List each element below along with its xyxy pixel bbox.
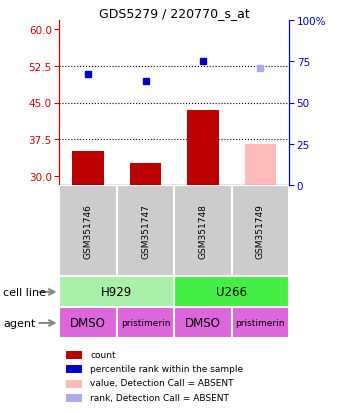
- Bar: [59, 308, 117, 339]
- Text: GSM351747: GSM351747: [141, 204, 150, 259]
- Text: U266: U266: [216, 286, 247, 299]
- Text: rank, Detection Call = ABSENT: rank, Detection Call = ABSENT: [90, 393, 229, 402]
- Text: percentile rank within the sample: percentile rank within the sample: [90, 364, 243, 373]
- Title: GDS5279 / 220770_s_at: GDS5279 / 220770_s_at: [99, 7, 250, 19]
- Text: value, Detection Call = ABSENT: value, Detection Call = ABSENT: [90, 379, 234, 387]
- Text: cell line: cell line: [3, 287, 46, 297]
- Bar: [174, 277, 289, 308]
- Bar: [72, 152, 104, 186]
- Bar: [59, 277, 174, 308]
- Bar: [117, 308, 174, 339]
- Text: GSM351749: GSM351749: [256, 204, 265, 259]
- Text: GSM351748: GSM351748: [199, 204, 207, 259]
- Bar: [174, 308, 232, 339]
- Bar: [244, 145, 276, 186]
- Text: pristimerin: pristimerin: [236, 319, 285, 328]
- Bar: [187, 111, 219, 186]
- Text: DMSO: DMSO: [185, 317, 221, 330]
- Bar: [117, 186, 174, 277]
- Bar: [232, 308, 289, 339]
- Text: agent: agent: [3, 318, 36, 328]
- Bar: [232, 186, 289, 277]
- Bar: [130, 164, 162, 186]
- Text: DMSO: DMSO: [70, 317, 106, 330]
- Text: H929: H929: [101, 286, 133, 299]
- Text: GSM351746: GSM351746: [84, 204, 93, 259]
- Text: count: count: [90, 350, 116, 358]
- Bar: [59, 186, 117, 277]
- Bar: [174, 186, 232, 277]
- Text: pristimerin: pristimerin: [121, 319, 170, 328]
